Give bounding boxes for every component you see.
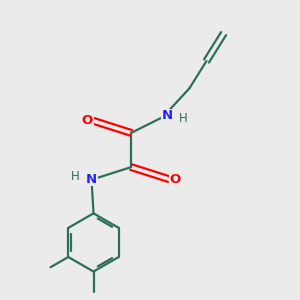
Text: H: H xyxy=(71,170,80,183)
Text: N: N xyxy=(86,172,98,186)
Text: O: O xyxy=(82,114,93,128)
Text: H: H xyxy=(179,112,188,125)
Text: N: N xyxy=(162,109,173,122)
Text: O: O xyxy=(169,172,181,186)
